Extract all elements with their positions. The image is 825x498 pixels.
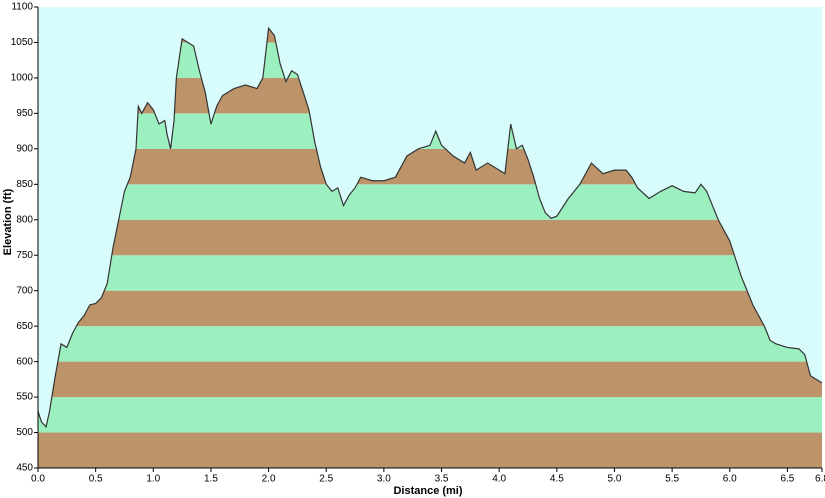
x-tick-label: 0.5: [89, 474, 103, 485]
elevation-line: [37, 26, 823, 429]
y-tick-label: 500: [16, 427, 33, 438]
x-tick-label: 1.0: [146, 474, 160, 485]
x-tick-label: 2.0: [262, 474, 276, 485]
y-tick-label: 450: [16, 463, 33, 474]
y-tick-label: 650: [16, 321, 33, 332]
y-tick-label: 1050: [11, 37, 34, 48]
elevation-band: [38, 219, 822, 256]
y-tick-label: 550: [16, 392, 33, 403]
y-tick-label: 600: [16, 356, 33, 367]
y-tick-label: 750: [16, 250, 33, 261]
y-tick-label: 700: [16, 285, 33, 296]
y-tick-label: 800: [16, 214, 33, 225]
x-tick-label: 6.0: [723, 474, 737, 485]
x-tick-label: 4.0: [492, 474, 506, 485]
elevation-band: [38, 184, 822, 220]
elevation-band: [38, 290, 822, 327]
x-tick-label: 6.8: [815, 474, 825, 485]
x-tick-label: 3.5: [435, 474, 449, 485]
y-tick-label: 950: [16, 108, 33, 119]
elevation-band: [38, 432, 822, 468]
y-tick-label: 1100: [11, 2, 33, 13]
x-tick-label: 5.5: [665, 474, 679, 485]
elevation-band: [38, 326, 822, 362]
x-tick-label: 2.5: [319, 474, 333, 485]
elevation-band: [38, 255, 822, 291]
x-tick-label: 3.0: [377, 474, 391, 485]
elevation-band: [38, 361, 822, 398]
y-axis-title: Elevation (ft): [2, 188, 14, 255]
elevation-band: [38, 397, 822, 433]
x-tick-label: 5.0: [608, 474, 622, 485]
x-axis-title: Distance (mi): [393, 485, 462, 497]
x-tick-label: 6.5: [780, 474, 794, 485]
x-tick-label: 4.5: [550, 474, 564, 485]
x-tick-label: 0.0: [31, 474, 45, 485]
y-tick-label: 900: [16, 143, 33, 154]
y-tick-label: 850: [16, 179, 33, 190]
y-tick-label: 1000: [11, 73, 34, 84]
x-tick-label: 1.5: [204, 474, 218, 485]
